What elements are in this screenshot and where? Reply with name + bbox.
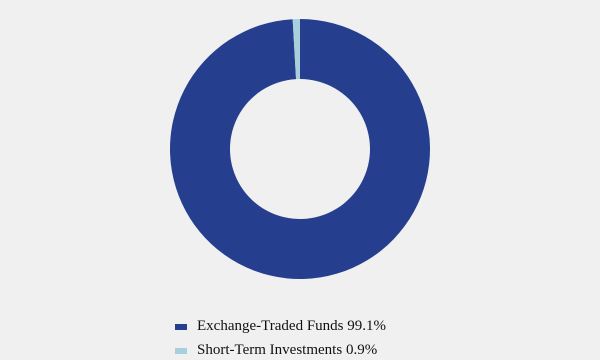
legend-label: Short-Term Investments 0.9%: [197, 342, 377, 358]
legend-swatch: [175, 348, 187, 354]
legend-value: 99.1%: [347, 318, 386, 334]
legend-swatch: [175, 324, 187, 330]
legend-name: Exchange-Traded Funds: [197, 318, 344, 334]
donut-slice: [292, 19, 300, 80]
donut-slice: [170, 19, 430, 279]
legend-label: Exchange-Traded Funds 99.1%: [197, 318, 386, 334]
legend-name: Short-Term Investments: [197, 342, 342, 358]
legend-value: 0.9%: [346, 342, 377, 358]
